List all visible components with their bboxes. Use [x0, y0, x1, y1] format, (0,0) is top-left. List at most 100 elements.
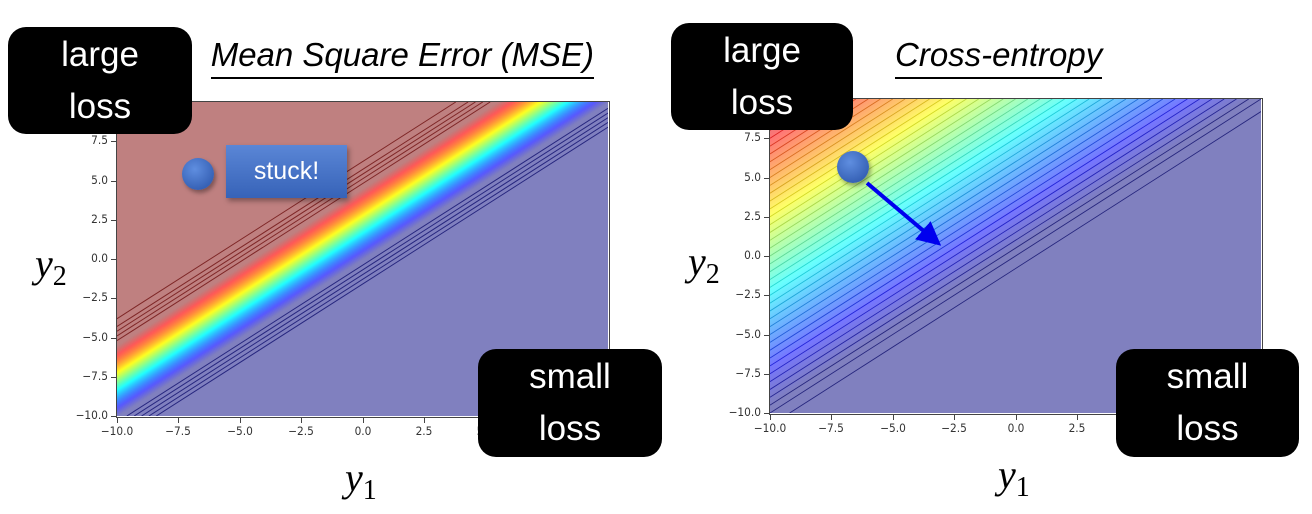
x-tick-label: −5.0	[226, 424, 253, 438]
y-tick-mark	[764, 334, 769, 336]
y-tick-label: 0.0	[91, 251, 108, 265]
small-loss-line1: small	[1166, 357, 1249, 396]
contour-line	[770, 99, 906, 186]
stuck-label: stuck!	[226, 145, 347, 198]
y-tick-label: 2.5	[744, 208, 761, 223]
x-tick-mark	[362, 418, 364, 423]
y-tick-mark	[111, 141, 116, 143]
contour-line	[117, 102, 457, 320]
contour-line	[117, 102, 491, 342]
stuck-text: stuck!	[253, 157, 320, 185]
contour-line	[770, 99, 1225, 390]
small-loss-line1: small	[529, 357, 611, 396]
contour-line	[770, 99, 1139, 335]
x-tick-label: −7.5	[165, 424, 192, 438]
x-tick-mark	[831, 415, 833, 420]
cross-entropy-large-loss-box: large loss	[671, 23, 853, 130]
contour-line	[770, 99, 1188, 367]
y-tick-label: −2.5	[735, 287, 761, 302]
contour-line	[770, 99, 1213, 382]
cross-entropy-xlabel: y1	[998, 455, 1030, 508]
x-tick-label: −5.0	[879, 421, 906, 435]
contour-line	[770, 99, 1004, 249]
x-tick-mark	[954, 415, 956, 420]
contour-line	[117, 102, 469, 327]
contour-line	[770, 99, 893, 178]
mse-small-loss-box: small loss	[478, 349, 662, 457]
contour-line	[156, 126, 608, 416]
y-tick-mark	[764, 177, 769, 179]
x-tick-label: 2.5	[1068, 421, 1086, 435]
mse-xlabel: y1	[345, 458, 377, 511]
y-tick-label: −7.5	[82, 368, 108, 383]
contour-line	[770, 99, 1249, 406]
contour-line	[770, 99, 1102, 312]
xlabel-base: y	[345, 455, 363, 500]
cross-entropy-contour-lines	[770, 99, 1261, 413]
x-tick-mark	[239, 418, 241, 423]
y-tick-mark	[764, 373, 769, 375]
y-tick-label: −7.5	[735, 365, 761, 380]
contour-line	[770, 99, 1090, 304]
cross-entropy-small-loss-box: small loss	[1116, 349, 1299, 457]
y-tick-label: −10.0	[728, 405, 761, 419]
mse-ylabel: y2	[35, 244, 67, 297]
y-tick-mark	[764, 413, 769, 414]
y-tick-mark	[111, 376, 116, 378]
y-tick-mark	[764, 138, 769, 140]
x-tick-mark	[178, 418, 180, 423]
contour-line	[770, 99, 1164, 351]
x-tick-mark	[892, 415, 894, 420]
x-tick-label: −2.5	[941, 421, 967, 435]
y-tick-label: −10.0	[75, 408, 108, 422]
ylabel-base: y	[35, 241, 53, 286]
mse-plot-area	[116, 101, 610, 418]
y-tick-mark	[764, 256, 769, 257]
contour-line	[770, 99, 1200, 375]
contour-line	[770, 99, 1053, 280]
large-loss-line1: large	[61, 34, 139, 74]
contour-line	[770, 99, 992, 241]
y-tick-mark	[764, 295, 769, 297]
contour-line	[117, 102, 484, 337]
contour-line	[770, 99, 1127, 328]
x-tick-mark	[301, 418, 303, 423]
x-tick-mark	[423, 418, 425, 423]
y-tick-label: 7.5	[91, 133, 108, 148]
x-tick-label: −7.5	[818, 421, 845, 435]
large-loss-line1: large	[723, 30, 801, 70]
cross-entropy-point-marker	[837, 151, 869, 183]
contour-line	[141, 117, 608, 416]
x-tick-mark	[770, 415, 771, 420]
large-loss-line2: loss	[68, 86, 132, 126]
x-tick-label: 2.5	[415, 424, 433, 438]
y-tick-label: 5.0	[91, 172, 108, 187]
contour-line	[789, 111, 1261, 413]
x-tick-label: 0.0	[354, 424, 371, 438]
contour-line	[770, 99, 1078, 296]
contour-line	[148, 121, 608, 416]
xlabel-sub: 1	[362, 475, 377, 506]
contour-line	[770, 99, 1176, 359]
xlabel-sub: 1	[1015, 472, 1030, 503]
y-tick-mark	[111, 298, 116, 300]
contour-line	[770, 99, 1237, 398]
ylabel-base: y	[688, 239, 706, 284]
contour-line	[770, 99, 1151, 343]
y-tick-label: −2.5	[82, 290, 108, 305]
contour-line	[770, 99, 881, 171]
contour-line	[770, 99, 1041, 273]
x-tick-label: −2.5	[288, 424, 314, 438]
y-tick-label: 0.0	[744, 248, 761, 262]
y-tick-label: 2.5	[91, 211, 108, 226]
mse-contour-lines	[117, 102, 608, 416]
contour-line	[770, 99, 930, 202]
contour-line	[770, 99, 979, 233]
y-tick-mark	[111, 416, 116, 417]
y-tick-label: −5.0	[82, 329, 108, 344]
contour-line	[770, 99, 1016, 257]
y-tick-label: 5.0	[744, 169, 761, 184]
contour-line	[770, 99, 1261, 413]
small-loss-line2: loss	[1176, 409, 1239, 448]
mse-large-loss-box: large loss	[8, 27, 192, 134]
